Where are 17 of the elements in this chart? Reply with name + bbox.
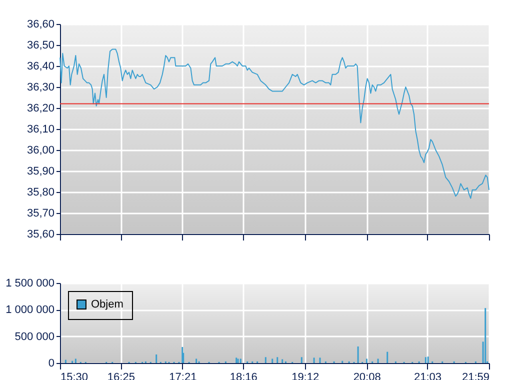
y-tick-label: 36,40 (26, 60, 54, 72)
y-tick-label: 35,60 (26, 228, 54, 240)
y-tick-label: 35,70 (26, 208, 54, 220)
y-tick-label: 36,00 (26, 144, 54, 156)
y-tick-label: 36,10 (26, 124, 54, 136)
y-tick-label: 35,80 (26, 186, 54, 198)
y-tick-label: 36,20 (26, 102, 54, 114)
legend-label: Objem (91, 298, 124, 310)
y-tick-label: 36,60 (26, 18, 54, 30)
y-tick-label: 36,30 (26, 82, 54, 94)
y-tick-label: 1 500 000 (6, 278, 54, 290)
y-tick-label: 500 000 (14, 330, 54, 343)
y-tick-label: 35,90 (26, 166, 54, 178)
y-tick-label: 0 (48, 358, 54, 370)
y-tick-label: 36,50 (26, 40, 54, 52)
y-tick-label: 1 000 000 (6, 304, 54, 316)
line-series (60, 48, 490, 199)
